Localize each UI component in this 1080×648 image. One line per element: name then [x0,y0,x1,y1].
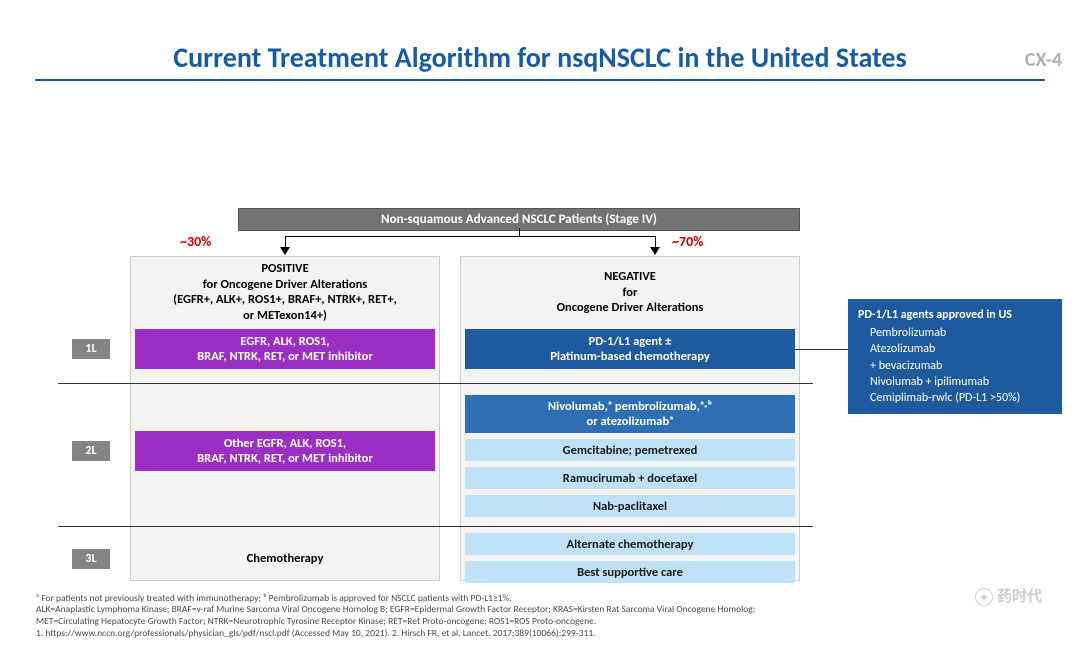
callout-connector [795,349,848,350]
callout-item-2: + bevacizumab [870,358,1052,374]
right-2L-pill-b: Gemcitabine; pemetrexed [465,439,795,461]
watermark: ✦药时代 [975,585,1042,607]
pct-right: ~70% [672,233,703,250]
left-h3: (EGFR+, ALK+, ROS1+, BRAF+, NTRK+, RET+, [173,292,397,307]
callout-item-3: Nivolumab + ipilimumab [870,374,1052,390]
footnotes: ᵃ For patients not previously treated wi… [36,593,1046,641]
callout-item-0: Pembrolizumab [870,325,1052,341]
right-3L-pill-a: Alternate chemotherapy [465,533,795,555]
label-1L: 1L [72,339,110,359]
slide-code: CX-4 [1025,48,1062,72]
left-h4: or METexon14+) [243,308,327,323]
right-h2: for [623,285,638,300]
callout-item-1: Atezolizumab [870,341,1052,357]
left-h1: POSITIVE [261,261,308,276]
footnote-4-text: 1. https://www.nccn.org/professionals/ph… [36,627,596,639]
left-column: POSITIVE for Oncogene Driver Alterations… [130,256,440,581]
left-1L-pill: EGFR, ALK, ROS1, BRAF, NTRK, RET, or MET… [135,329,435,369]
callout-box: PD-1/L1 agents approved in US Pembrolizu… [848,299,1062,414]
arrow-stem [519,228,520,236]
slide-title: Current Treatment Algorithm for nsqNSCLC… [0,40,1080,75]
right-1L-pill: PD-1/L1 agent ± Platinum-based chemother… [465,329,795,369]
arrow-horizontal [285,236,656,237]
arrow-right-head [650,247,660,255]
right-2L-pill-c: Ramucirumab + docetaxel [465,467,795,489]
left-h2: for Oncogene Driver Alterations [203,277,368,292]
arrow-left-head [280,247,290,255]
watermark-icon: ✦ [975,588,993,606]
label-3L: 3L [72,549,110,569]
right-col-header: NEGATIVE for Oncogene Driver Alterations [461,257,799,320]
right-3L-pill-b: Best supportive care [465,561,795,583]
footnote-4: 1. https://www.nccn.org/professionals/ph… [36,628,1046,640]
hr-2 [58,526,813,527]
label-2L: 2L [72,441,110,461]
right-2L-pill-d: Nab-paclitaxel [465,495,795,517]
watermark-text: 药时代 [997,588,1042,606]
callout-title: PD-1/L1 agents approved in US [858,307,1052,323]
title-underline [35,79,1045,81]
footnote-2: ALK=Anaplastic Lymphoma Kinase; BRAF=v-r… [36,604,1046,616]
hr-1 [58,383,813,384]
left-2L-pill: Other EGFR, ALK, ROS1, BRAF, NTRK, RET, … [135,431,435,471]
right-2L-pill-a: Nivolumab,ᵃ pembrolizumab,ᵃ·ᵇ or atezoli… [465,395,795,433]
right-h3: Oncogene Driver Alterations [557,300,704,315]
right-h1: NEGATIVE [604,269,656,284]
left-col-header: POSITIVE for Oncogene Driver Alterations… [131,257,439,328]
left-3L-pill: Chemotherapy [135,541,435,575]
pct-left: ~30% [180,233,211,250]
callout-item-4: Cemiplimab-rwlc (PD-L1 >50%) [870,390,1052,406]
